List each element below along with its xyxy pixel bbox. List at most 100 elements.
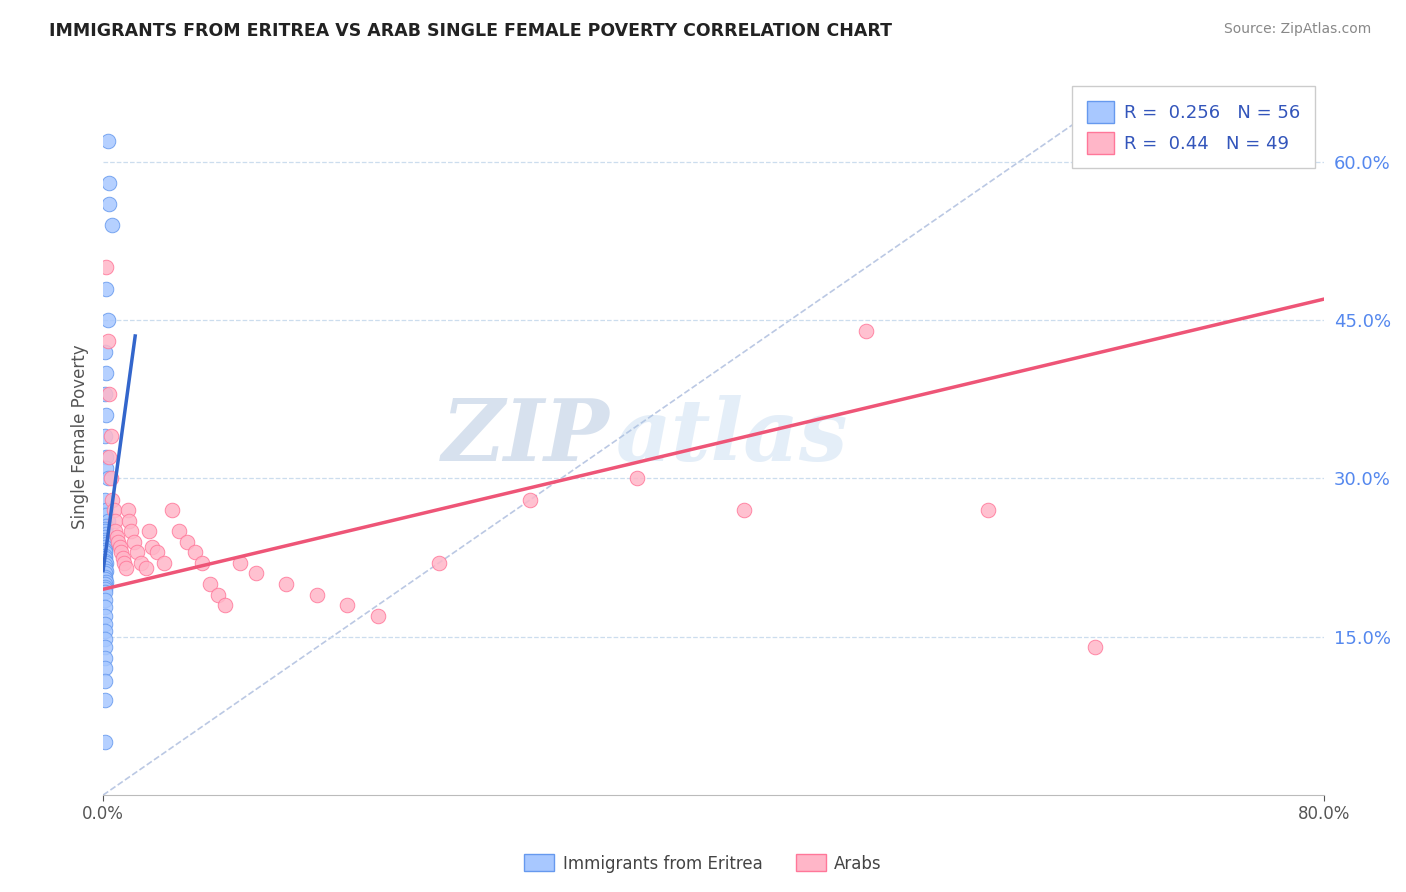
Point [93,674,115,689]
Point [97,471,120,485]
Point [107,534,129,549]
Point [97,514,120,528]
Point [96,508,118,523]
Point [93,429,115,443]
Point [96,574,118,589]
Point [111,550,134,565]
Point [93,608,115,623]
Point [118,514,141,528]
Point [96,260,118,275]
Text: ZIP: ZIP [441,394,610,478]
Point [1084,640,1107,655]
Point [96,537,118,551]
Point [733,503,755,517]
Point [100,471,122,485]
Point [93,569,115,583]
Point [103,503,125,517]
Point [336,598,359,612]
Point [93,344,115,359]
Point [93,566,115,581]
Point [93,492,115,507]
Point [93,735,115,749]
Point [108,540,131,554]
Point [93,558,115,572]
Point [276,577,298,591]
Point [367,608,389,623]
Point [93,543,115,558]
Point [96,556,118,570]
Point [93,524,115,539]
Point [855,324,877,338]
Point [97,334,120,349]
Point [207,588,229,602]
Point [100,429,122,443]
Point [125,545,148,559]
Point [93,554,115,568]
Point [93,577,115,591]
Point [105,529,128,543]
Point [169,524,191,539]
Point [117,503,139,517]
Text: IMMIGRANTS FROM ERITREA VS ARAB SINGLE FEMALE POVERTY CORRELATION CHART: IMMIGRANTS FROM ERITREA VS ARAB SINGLE F… [49,22,893,40]
Point [115,561,138,575]
Point [519,492,541,507]
Point [122,534,145,549]
Point [93,387,115,401]
Point [96,519,118,533]
Point [93,640,115,655]
Point [229,556,252,570]
Point [305,588,328,602]
Legend: Immigrants from Eritrea, Arabs: Immigrants from Eritrea, Arabs [517,847,889,880]
Point [93,661,115,675]
Point [153,556,176,570]
Legend: R =  0.256   N = 56, R =  0.44   N = 49: R = 0.256 N = 56, R = 0.44 N = 49 [1071,87,1315,169]
Point [93,582,115,597]
Point [145,545,167,559]
Point [97,313,120,327]
Point [98,176,121,190]
Point [135,561,157,575]
Point [98,450,121,465]
Point [104,524,127,539]
Point [93,600,115,615]
Point [93,533,115,547]
Point [93,534,115,549]
Point [97,134,120,148]
Point [198,577,221,591]
Point [93,550,115,565]
Point [245,566,267,581]
Point [191,556,214,570]
Point [101,218,124,232]
Text: atlas: atlas [616,394,848,478]
Point [93,585,115,599]
Point [129,556,152,570]
Point [183,545,205,559]
Point [93,545,115,559]
Point [93,572,115,586]
Y-axis label: Single Female Poverty: Single Female Poverty [72,344,89,529]
Point [101,492,124,507]
Point [110,545,132,559]
Point [114,556,136,570]
Point [93,592,115,607]
Point [96,281,118,295]
Point [98,387,121,401]
Point [96,565,118,579]
Point [93,624,115,639]
Point [138,524,160,539]
Point [96,461,118,475]
Point [96,366,118,380]
Point [120,524,142,539]
Point [96,408,118,422]
Point [93,529,115,543]
Point [93,561,115,575]
Point [176,534,198,549]
Point [141,540,163,554]
Point [96,503,118,517]
Point [977,503,1000,517]
Point [93,617,115,632]
Point [93,540,115,554]
Point [160,503,183,517]
Text: Source: ZipAtlas.com: Source: ZipAtlas.com [1223,22,1371,37]
Point [427,556,450,570]
